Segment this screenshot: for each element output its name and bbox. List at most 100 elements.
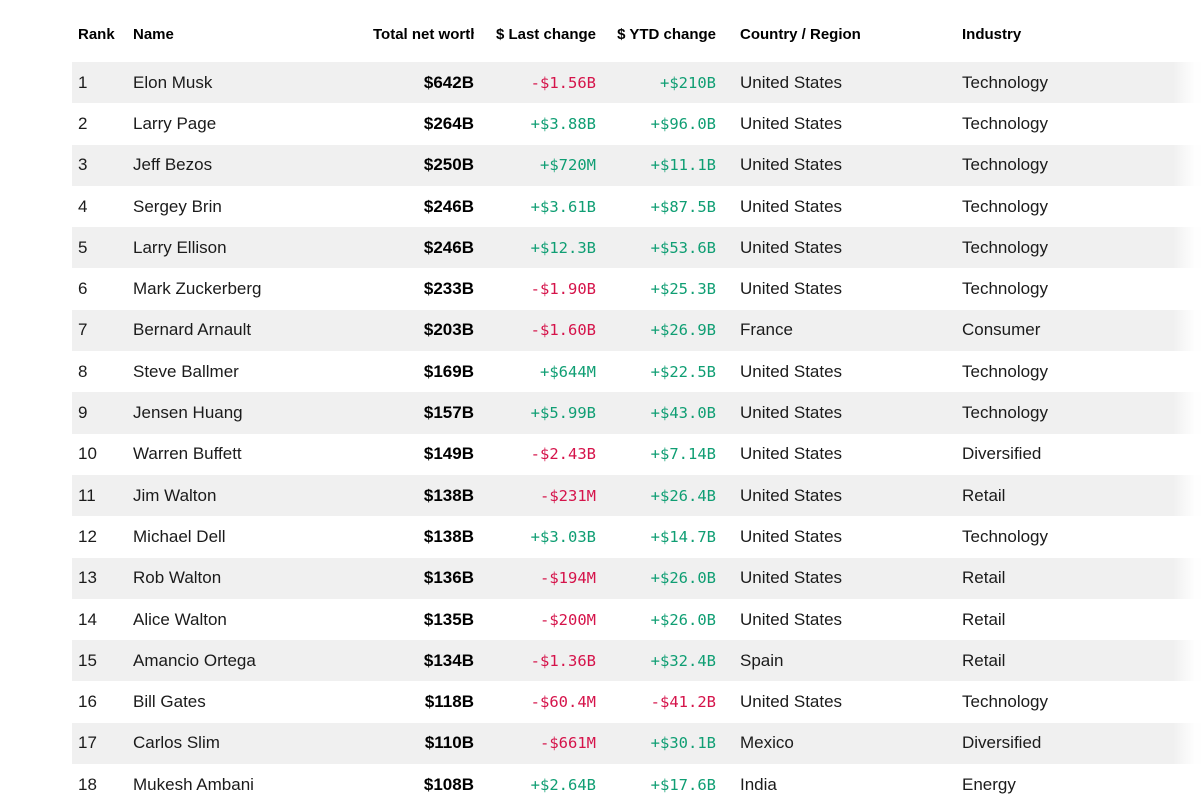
country-cell: United States xyxy=(740,113,843,133)
net-worth-cell: $246B xyxy=(423,196,474,216)
name-cell: Bill Gates xyxy=(133,692,206,712)
rank-cell: 15 xyxy=(78,650,97,670)
last-change-cell: +$5.99B xyxy=(530,404,596,423)
table-row[interactable]: 12 Michael Dell $138B +$3.03B +$14.7B Un… xyxy=(72,516,1201,557)
table-row[interactable]: 5 Larry Ellison $246B +$12.3B +$53.6B Un… xyxy=(72,227,1201,269)
table-row[interactable]: 1 Elon Musk $642B -$1.56B +$210B United … xyxy=(72,62,1201,104)
industry-cell: Technology xyxy=(962,113,1049,133)
table-row[interactable]: 9 Jensen Huang $157B +$5.99B +$43.0B Uni… xyxy=(72,392,1201,434)
table-row[interactable]: 16 Bill Gates $118B -$60.4M -$41.2B Unit… xyxy=(72,681,1201,722)
table-row[interactable]: 7 Bernard Arnault $203B -$1.60B +$26.9B … xyxy=(72,309,1201,352)
table-row[interactable]: 17 Carlos Slim $110B -$661M +$30.1B Mexi… xyxy=(72,722,1201,765)
column-header-industry[interactable]: Industry xyxy=(962,26,1022,43)
rank-cell: 6 xyxy=(78,279,88,299)
country-cell: United States xyxy=(740,196,843,216)
industry-cell: Retail xyxy=(962,650,1006,670)
table-row[interactable]: 2 Larry Page $264B +$3.88B +$96.0B Unite… xyxy=(72,103,1201,144)
net-worth-cell: $157B xyxy=(423,403,474,423)
country-cell: Spain xyxy=(740,650,784,670)
table-row[interactable]: 15 Amancio Ortega $134B -$1.36B +$32.4B … xyxy=(72,640,1201,682)
table-row[interactable]: 8 Steve Ballmer $169B +$644M +$22.5B Uni… xyxy=(72,351,1201,392)
country-cell: Mexico xyxy=(740,733,794,753)
last-change-cell: -$194M xyxy=(540,569,596,588)
name-cell: Mark Zuckerberg xyxy=(133,279,262,299)
table-row[interactable]: 14 Alice Walton $135B -$200M +$26.0B Uni… xyxy=(72,599,1201,640)
table-row[interactable]: 6 Mark Zuckerberg $233B -$1.90B +$25.3B … xyxy=(72,268,1201,309)
net-worth-cell: $138B xyxy=(423,526,474,546)
industry-cell: Technology xyxy=(962,403,1049,423)
ytd-change-cell: +$14.7B xyxy=(650,527,716,546)
last-change-cell: -$1.56B xyxy=(530,73,596,92)
last-change-cell: -$231M xyxy=(540,486,596,505)
industry-cell: Technology xyxy=(962,72,1049,92)
net-worth-cell: $118B xyxy=(424,692,474,712)
net-worth-cell: $134B xyxy=(423,650,474,670)
industry-cell: Technology xyxy=(962,155,1049,175)
rank-cell: 12 xyxy=(78,526,97,546)
column-header-name[interactable]: Name xyxy=(133,26,174,43)
column-header-net-worth[interactable]: Total net worth xyxy=(373,0,474,44)
name-cell: Larry Page xyxy=(133,113,217,133)
last-change-cell: +$720M xyxy=(540,156,596,175)
ytd-change-cell: +$87.5B xyxy=(650,197,716,216)
name-cell: Jim Walton xyxy=(133,485,217,505)
industry-cell: Diversified xyxy=(962,733,1042,753)
rank-cell: 7 xyxy=(78,320,88,340)
name-cell: Mukesh Ambani xyxy=(133,774,254,794)
column-header-last-change[interactable]: $ Last change xyxy=(495,26,596,43)
table-body: 1 Elon Musk $642B -$1.56B +$210B United … xyxy=(0,62,1201,803)
column-header-rank[interactable]: Rank xyxy=(78,26,115,43)
country-cell: United States xyxy=(740,155,843,175)
rank-cell: 16 xyxy=(78,692,97,712)
industry-cell: Retail xyxy=(962,485,1006,505)
name-cell: Jensen Huang xyxy=(133,403,243,423)
column-header-country[interactable]: Country / Region xyxy=(740,26,861,43)
rank-cell: 13 xyxy=(78,568,97,588)
last-change-cell: -$200M xyxy=(540,610,596,629)
column-header-net-worth-label: Total net worth xyxy=(373,26,474,43)
rank-cell: 11 xyxy=(78,485,96,505)
table-row[interactable]: 3 Jeff Bezos $250B +$720M +$11.1B United… xyxy=(72,144,1201,186)
net-worth-cell: $138B xyxy=(423,485,474,505)
rank-cell: 18 xyxy=(78,774,97,794)
ytd-change-cell: +$26.0B xyxy=(650,569,716,588)
name-cell: Bernard Arnault xyxy=(133,320,252,340)
rank-cell: 9 xyxy=(78,403,88,423)
net-worth-cell: $136B xyxy=(423,568,474,588)
last-change-cell: -$661M xyxy=(540,734,596,753)
name-cell: Rob Walton xyxy=(133,568,222,588)
table-row[interactable]: 18 Mukesh Ambani $108B +$2.64B +$17.6B I… xyxy=(72,764,1201,803)
table-row[interactable]: 10 Warren Buffett $149B -$2.43B +$7.14B … xyxy=(72,434,1201,475)
rank-cell: 17 xyxy=(78,733,97,753)
ytd-change-cell: +$30.1B xyxy=(650,734,716,753)
country-cell: United States xyxy=(740,237,843,257)
last-change-cell: +$12.3B xyxy=(530,238,596,257)
net-worth-cell: $264B xyxy=(423,113,474,133)
ytd-change-cell: +$17.6B xyxy=(650,775,716,794)
name-cell: Warren Buffett xyxy=(133,444,242,464)
net-worth-cell: $203B xyxy=(423,320,474,340)
table-row[interactable]: 11 Jim Walton $138B -$231M +$26.4B Unite… xyxy=(72,474,1201,517)
industry-cell: Diversified xyxy=(962,444,1042,464)
industry-cell: Technology xyxy=(962,361,1049,381)
rank-cell: 2 xyxy=(78,113,88,133)
last-change-cell: +$3.61B xyxy=(530,197,596,216)
country-cell: United States xyxy=(740,279,843,299)
country-cell: United States xyxy=(740,361,843,381)
ytd-change-cell: +$26.0B xyxy=(650,610,716,629)
country-cell: France xyxy=(740,320,793,340)
country-cell: India xyxy=(740,774,777,794)
country-cell: United States xyxy=(740,568,843,588)
ytd-change-cell: +$96.0B xyxy=(650,114,716,133)
table-row[interactable]: 4 Sergey Brin $246B +$3.61B +$87.5B Unit… xyxy=(72,186,1201,227)
column-header-ytd-change[interactable]: $ YTD change xyxy=(617,26,716,43)
table-row[interactable]: 13 Rob Walton $136B -$194M +$26.0B Unite… xyxy=(72,557,1201,599)
industry-cell: Technology xyxy=(962,196,1049,216)
ytd-change-cell: +$25.3B xyxy=(650,280,716,299)
last-change-cell: +$2.64B xyxy=(530,775,596,794)
net-worth-cell: $110B xyxy=(424,733,474,753)
ytd-change-cell: +$26.9B xyxy=(650,321,716,340)
industry-cell: Technology xyxy=(962,692,1049,712)
country-cell: United States xyxy=(740,444,843,464)
rank-cell: 1 xyxy=(78,72,88,92)
